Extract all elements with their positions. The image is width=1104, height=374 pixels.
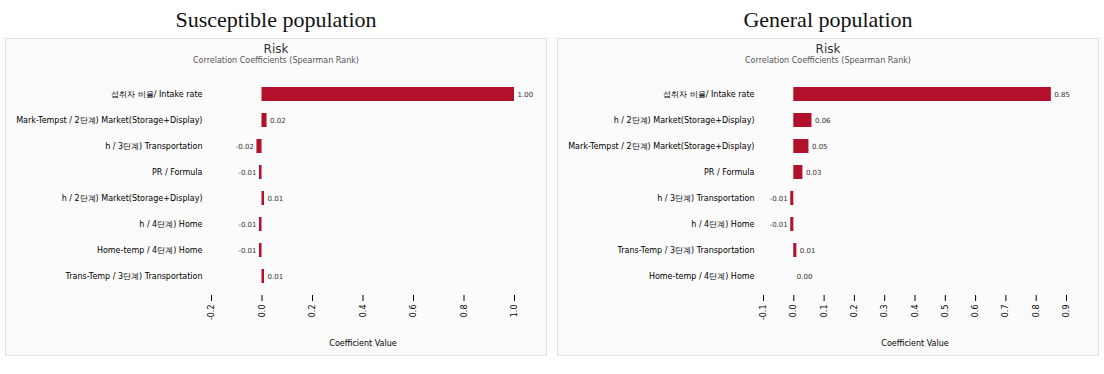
svg-text:0.01: 0.01 [800, 247, 816, 255]
svg-text:Coefficient Value: Coefficient Value [329, 339, 396, 348]
svg-text:0.06: 0.06 [815, 117, 831, 125]
svg-text:h / 2단계) Market(Storage+Displa: h / 2단계) Market(Storage+Display) [62, 194, 203, 203]
svg-text:1.00: 1.00 [518, 91, 534, 99]
svg-text:h / 2단계) Market(Storage+Displa: h / 2단계) Market(Storage+Display) [614, 116, 755, 125]
svg-text:Home-temp / 4단계) Home: Home-temp / 4단계) Home [649, 272, 755, 281]
svg-text:0.7: 0.7 [1001, 305, 1010, 318]
svg-text:-0.01: -0.01 [770, 195, 788, 203]
svg-text:0.6: 0.6 [971, 305, 980, 318]
svg-text:Coefficient Value: Coefficient Value [881, 339, 948, 348]
svg-text:0.03: 0.03 [806, 169, 822, 177]
html-text:Susceptible population: Susceptible population [175, 7, 377, 32]
svg-text:0.00: 0.00 [797, 273, 813, 281]
svg-text:0.05: 0.05 [812, 143, 828, 151]
svg-text:h / 3단계) Transportation: h / 3단계) Transportation [657, 194, 754, 203]
svg-text:0.1: 0.1 [820, 305, 829, 318]
svg-text:0.0: 0.0 [258, 305, 267, 318]
svg-text:Trans-Temp / 3단계) Transportati: Trans-Temp / 3단계) Transportation [65, 272, 203, 281]
svg-text:0.4: 0.4 [911, 305, 920, 318]
html-text:General population: General population [743, 7, 913, 32]
svg-text:0.5: 0.5 [941, 305, 950, 318]
svg-text:0.02: 0.02 [270, 117, 286, 125]
svg-text:-0.01: -0.01 [238, 221, 256, 229]
svg-text:0.2: 0.2 [308, 305, 317, 318]
svg-text:0.01: 0.01 [268, 195, 284, 203]
svg-text:Home-temp / 4단계) Home: Home-temp / 4단계) Home [97, 246, 203, 255]
html-text:Risk: Risk [263, 42, 289, 56]
svg-text:h / 4단계) Home: h / 4단계) Home [139, 220, 202, 229]
html-text:Correlation Coefficients (Spea: Correlation Coefficients (Spearman Rank) [745, 56, 911, 65]
svg-text:섭취자 비율/ Intake rate: 섭취자 비율/ Intake rate [663, 90, 754, 99]
svg-text:Mark-Tempst / 2단계) Market(Stor: Mark-Tempst / 2단계) Market(Storage+Displa… [16, 116, 202, 125]
svg-text:Mark-Tempst / 2단계) Market(Stor: Mark-Tempst / 2단계) Market(Storage+Displa… [568, 142, 754, 151]
svg-text:-0.01: -0.01 [238, 169, 256, 177]
svg-text:0.2: 0.2 [850, 305, 859, 318]
svg-text:-0.1: -0.1 [759, 305, 768, 321]
svg-text:-0.01: -0.01 [770, 221, 788, 229]
svg-text:PR / Formula: PR / Formula [704, 168, 755, 177]
svg-text:0.8: 0.8 [460, 305, 469, 318]
svg-text:0.6: 0.6 [409, 305, 418, 318]
svg-text:-0.2: -0.2 [207, 305, 216, 321]
svg-text:1.0: 1.0 [510, 305, 519, 318]
svg-text:h / 4단계) Home: h / 4단계) Home [691, 220, 754, 229]
svg-text:0.9: 0.9 [1062, 305, 1071, 318]
svg-text:Trans-Temp / 3단계) Transportati: Trans-Temp / 3단계) Transportation [617, 246, 755, 255]
svg-text:0.4: 0.4 [359, 305, 368, 318]
svg-text:0.85: 0.85 [1054, 91, 1070, 99]
html-text:Risk: Risk [815, 42, 841, 56]
svg-text:0.01: 0.01 [268, 273, 284, 281]
svg-text:-0.01: -0.01 [238, 247, 256, 255]
svg-text:-0.02: -0.02 [236, 143, 254, 151]
svg-text:0.8: 0.8 [1032, 305, 1041, 318]
svg-text:PR / Formula: PR / Formula [152, 168, 203, 177]
html-text:Correlation Coefficients (Spea: Correlation Coefficients (Spearman Rank) [193, 56, 359, 65]
svg-text:0.3: 0.3 [880, 305, 889, 318]
svg-text:섭취자 비율/ Intake rate: 섭취자 비율/ Intake rate [111, 90, 202, 99]
svg-text:0.0: 0.0 [789, 305, 798, 318]
svg-text:h / 3단계) Transportation: h / 3단계) Transportation [105, 142, 202, 151]
